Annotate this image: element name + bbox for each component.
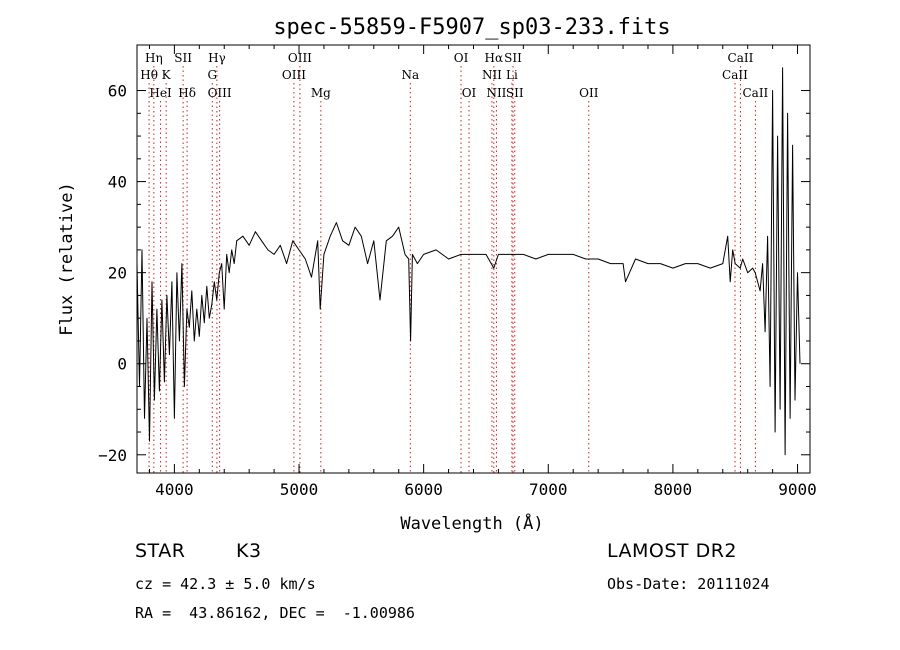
spectral-line-label: OI xyxy=(454,51,469,65)
spectral-line-label: Hθ xyxy=(140,68,158,82)
x-axis: 4000 5000 6000 7000 8000 9000 xyxy=(148,45,817,499)
spectral-line-label: SII xyxy=(174,51,192,65)
spectral-line-label: CaII xyxy=(728,51,754,65)
y-tick-label: −20 xyxy=(98,446,127,465)
spectral-line-label: Na xyxy=(401,68,419,82)
spectral-line-label: OI xyxy=(462,86,477,100)
x-tick-label: 7000 xyxy=(529,480,568,499)
survey-name: LAMOST DR2 xyxy=(607,540,737,562)
redshift-velocity: cz = 42.3 ± 5.0 km/s xyxy=(135,575,316,593)
spectral-line-label: SII xyxy=(506,86,524,100)
spectral-line-label: OIII xyxy=(282,68,306,82)
spectral-line-label: Hδ xyxy=(178,86,196,100)
spectrum-line xyxy=(136,67,801,456)
y-tick-label: 40 xyxy=(108,173,127,192)
object-class: STAR xyxy=(135,540,186,562)
y-axis-label: Flux (relative) xyxy=(57,182,77,336)
spectral-line-label: HeI xyxy=(149,86,172,100)
x-tick-label: 5000 xyxy=(280,480,319,499)
spectral-line-label: Hα xyxy=(485,51,504,65)
spectral-line-label: OIII xyxy=(288,51,312,65)
x-tick-label: 4000 xyxy=(155,480,194,499)
object-subclass: K3 xyxy=(236,540,262,562)
y-tick-label: 0 xyxy=(117,355,127,374)
x-tick-label: 9000 xyxy=(778,480,817,499)
x-axis-label: Wavelength (Å) xyxy=(400,512,543,534)
y-axis: −20 0 20 40 60 xyxy=(98,82,810,465)
spectral-line-label: SII xyxy=(504,51,522,65)
spectral-line-label: Hγ xyxy=(208,51,226,65)
y-tick-label: 20 xyxy=(108,264,127,283)
spectral-line-label: OIII xyxy=(208,86,232,100)
observation-date: Obs-Date: 20111024 xyxy=(607,575,770,593)
x-tick-label: 6000 xyxy=(404,480,443,499)
spectral-line-label: G xyxy=(207,68,217,82)
spectral-line-label: NII xyxy=(486,86,506,100)
spectral-line-label: NII xyxy=(482,68,502,82)
spectral-line-markers xyxy=(148,66,756,473)
spectral-line-label: Hη xyxy=(145,51,163,65)
coordinates: RA = 43.86162, DEC = -1.00986 xyxy=(135,604,415,622)
plot-frame xyxy=(136,44,811,474)
spectral-line-label: Li xyxy=(506,68,518,82)
spectral-line-label: OII xyxy=(579,86,599,100)
spectral-line-label: K xyxy=(162,68,172,82)
spectral-line-label: CaII xyxy=(722,68,748,82)
spectral-line-label: CaII xyxy=(742,86,768,100)
chart-title: spec-55859-F5907_sp03-233.fits xyxy=(273,15,670,40)
y-tick-label: 60 xyxy=(108,82,127,101)
spectral-line-label: Mg xyxy=(311,86,331,100)
x-tick-label: 8000 xyxy=(654,480,693,499)
